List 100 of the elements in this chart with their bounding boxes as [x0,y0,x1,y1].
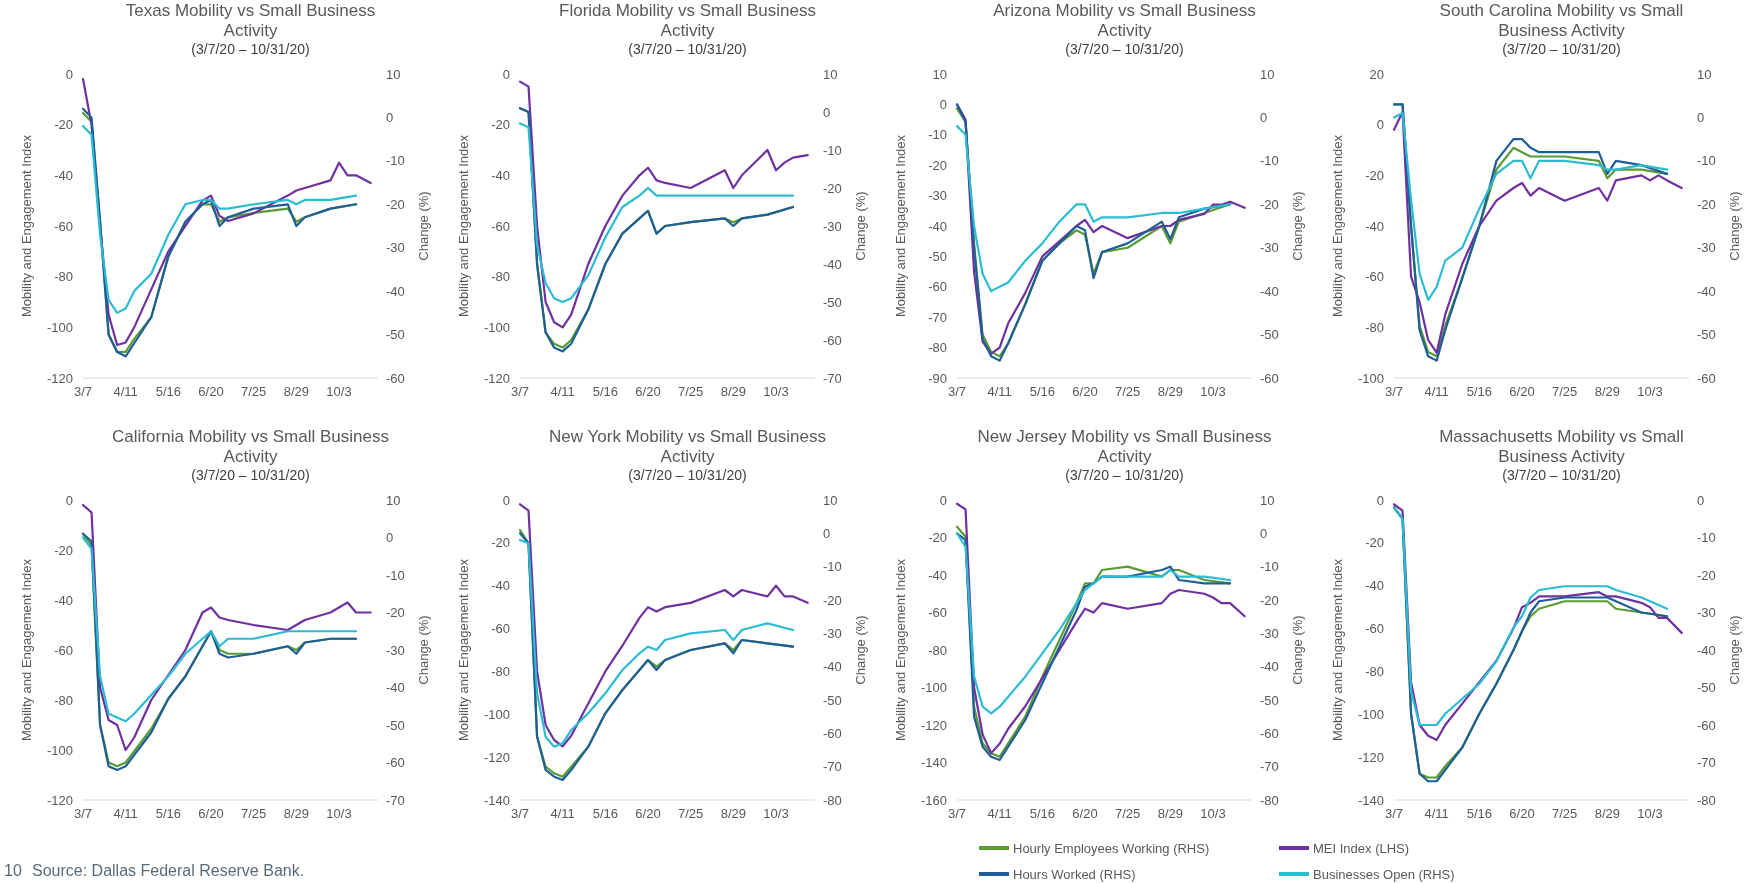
y-tick-label: -60 [928,605,947,620]
y-tick-label: -90 [928,370,947,386]
y-tick-label: -80 [928,340,947,356]
y-tick-label: -100 [1357,706,1384,722]
y-tick-label: -40 [928,218,947,234]
chart-subtitle: (3/7/20 – 10/31/20) [1065,41,1184,57]
y2-tick-label: 0 [386,109,394,125]
y2-tick-label: 0 [823,104,831,120]
chart-subtitle: (3/7/20 – 10/31/20) [1065,467,1184,483]
y-tick-label: -20 [928,157,947,173]
y-axis-title: Mobility and Engagement Index [456,134,471,318]
y2-axis-title: Change (%) [853,615,868,685]
y-axis-title: Mobility and Engagement Index [893,558,908,742]
y2-tick-label: -70 [1697,755,1716,770]
legend-label: Hourly Employees Working (RHS) [1013,840,1210,856]
x-tick-label: 3/7 [947,806,967,821]
y-tick-label: -120 [920,717,947,733]
y-tick-label: -160 [920,792,947,808]
y2-tick-label: -30 [386,642,405,658]
y2-tick-label: -30 [1697,240,1716,256]
y2-tick-label: -10 [1697,153,1716,169]
y2-tick-label: -20 [1260,592,1279,608]
y-tick-label: -40 [491,578,510,594]
x-tick-label: 10/3 [763,384,789,399]
x-tick-label: 10/3 [1637,384,1663,399]
y2-tick-label: -40 [1260,283,1279,299]
x-tick-label: 5/16 [1029,806,1055,821]
y-tick-label: -20 [928,530,947,545]
y-tick-label: 0 [1376,117,1384,133]
x-tick-label: 8/29 [283,806,309,821]
chart-title: New Jersey Mobility vs Small Business Activity [977,427,1272,466]
x-tick-label: 5/16 [155,384,181,399]
x-tick-label: 7/25 [1552,384,1578,399]
x-tick-label: 4/11 [550,384,575,399]
y2-axis-title: Change (%) [853,191,868,261]
y2-tick-label: 0 [1697,492,1705,508]
y2-tick-label: -40 [1697,642,1716,658]
y-tick-label: 0 [502,66,510,82]
y2-tick-label: -40 [1697,283,1716,299]
y-tick-label: 0 [939,96,947,112]
y-tick-label: -80 [1365,319,1384,335]
y2-axis-title: Change (%) [1727,615,1742,685]
x-tick-label: 3/7 [947,384,967,399]
x-tick-label: 6/20 [1072,806,1098,821]
y2-axis-title: Change (%) [1290,191,1305,261]
x-tick-label: 3/7 [1384,806,1404,821]
y2-tick-label: -30 [1697,605,1716,620]
y2-tick-label: 0 [1260,525,1268,541]
y2-tick-label: 0 [823,525,831,541]
y2-tick-label: 10 [386,492,401,508]
x-tick-label: 4/11 [987,384,1012,399]
y2-axis-title: Change (%) [1290,615,1305,685]
y2-tick-label: -30 [1260,240,1279,256]
y2-tick-label: -10 [386,567,405,583]
y-tick-label: -70 [928,309,947,325]
x-tick-label: 3/7 [510,806,530,821]
x-tick-label: 5/16 [1029,384,1055,399]
y-tick-label: -80 [54,269,73,285]
y-tick-label: -20 [491,117,510,133]
y-tick-label: -20 [1365,535,1384,551]
x-tick-label: 5/16 [592,384,618,399]
y-axis-title: Mobility and Engagement Index [19,558,34,742]
y-tick-label: 10 [932,66,947,82]
y2-tick-label: -70 [823,759,842,775]
chart-title: Arizona Mobility vs Small Business Activity [993,1,1256,40]
y-tick-label: -20 [1365,167,1384,183]
y-tick-label: -60 [54,642,73,658]
y-tick-label: 0 [65,492,73,508]
y-axis-title: Mobility and Engagement Index [456,558,471,742]
y2-tick-label: -80 [823,792,842,808]
x-tick-label: 3/7 [510,384,530,399]
y2-tick-label: 0 [1260,109,1268,125]
legend-label: MEI Index (LHS) [1313,840,1410,856]
y2-tick-label: -20 [386,196,405,212]
y2-tick-label: -50 [823,692,842,708]
y2-tick-label: -70 [1260,759,1279,775]
y2-tick-label: 10 [823,492,838,508]
y2-tick-label: -20 [823,180,842,196]
y2-tick-label: 10 [386,66,401,82]
y-tick-label: -40 [928,567,947,583]
y-tick-label: -60 [1365,621,1384,637]
y-axis-title: Mobility and Engagement Index [1330,558,1345,742]
x-tick-label: 10/3 [763,806,789,821]
y2-tick-label: -60 [1697,370,1716,386]
y2-axis-title: Change (%) [416,615,431,685]
y-tick-label: -60 [54,218,73,234]
y-tick-label: -40 [1365,218,1384,234]
y2-tick-label: 10 [823,66,838,82]
y2-tick-label: -60 [386,755,405,770]
x-tick-label: 6/20 [198,384,224,399]
y2-tick-label: -30 [1260,625,1279,641]
y-tick-label: -120 [483,370,510,386]
chart-title: South Carolina Mobility vs Small Business Activity [1439,1,1684,40]
x-tick-label: 6/20 [635,384,661,399]
y2-tick-label: -60 [823,332,842,348]
y-tick-label: -100 [1357,370,1384,386]
y-tick-label: -60 [1365,269,1384,285]
y2-tick-label: -50 [1697,680,1716,695]
y2-tick-label: 10 [1697,66,1712,82]
y-tick-label: -10 [928,127,947,143]
